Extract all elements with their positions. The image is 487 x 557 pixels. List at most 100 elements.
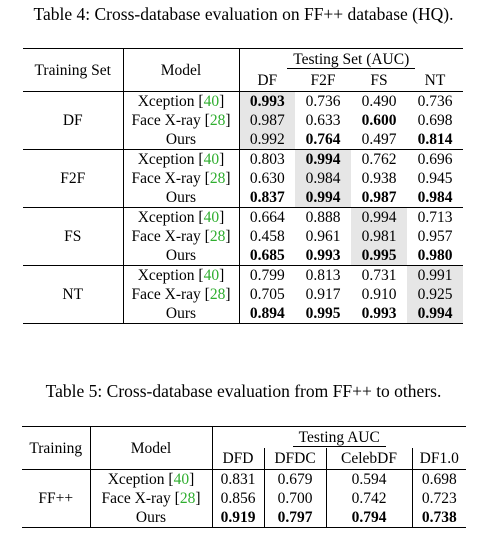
table4-value-cell: 0.762 (351, 149, 407, 169)
model-name: Face X-ray (131, 170, 201, 187)
table-row: Face X-ray [28] 0.705 0.917 0.910 0.925 (23, 285, 463, 304)
table5-value-cell: 0.856 (211, 489, 264, 508)
table4-value-cell: 0.705 (238, 285, 295, 304)
table-row: F2F Xception [40] 0.803 0.994 0.762 0.696 (23, 149, 463, 208)
table4-value-cell: 0.698 (417, 112, 453, 129)
citation-link[interactable]: 28 (209, 286, 226, 303)
citation-link[interactable]: 40 (203, 209, 220, 226)
table-row: Face X-ray [28] 0.458 0.961 0.981 0.957 (23, 227, 463, 246)
table5-column-header: DFD (211, 448, 264, 470)
table-row: NT Xception [40] 0.799 0.813 0.731 0.991 (23, 265, 463, 324)
model-name: Face X-ray (131, 112, 201, 129)
model-name: Face X-ray (101, 490, 171, 507)
table4-value-cell: 0.925 (407, 285, 463, 304)
table5-header-testing-group: Testing AUC (211, 426, 466, 448)
table4-value-cell: 0.837 (238, 188, 295, 208)
table4-value-cell: 0.630 (238, 169, 295, 188)
table4-model-cell: Ours (122, 188, 239, 208)
citation-link[interactable]: 40 (203, 267, 220, 284)
table4-value-cell: 0.992 (238, 130, 295, 150)
table5-value-cell: 0.698 (411, 469, 466, 489)
citation-link[interactable]: 28 (209, 170, 226, 187)
table4-column-header: F2F (310, 72, 336, 89)
table4-value-cell: 0.910 (361, 286, 397, 303)
table4-column-header: DF (238, 70, 295, 92)
table4-value-cell: 0.961 (305, 228, 341, 245)
citation-link[interactable]: 40 (203, 151, 220, 168)
table4-value-cell: 0.497 (361, 131, 397, 148)
table4-value-cell: 0.696 (407, 149, 463, 169)
table4-value-cell: 0.736 (295, 91, 351, 111)
table5-header-training: Training (22, 426, 90, 470)
table4-value-cell: 0.888 (295, 207, 351, 227)
citation-link[interactable]: 40 (173, 471, 190, 488)
table4-value-cell: 0.731 (351, 265, 407, 285)
citation-link[interactable]: 28 (179, 490, 196, 507)
table4-value-cell: 0.458 (238, 227, 295, 246)
table5-value-cell: 0.919 (211, 508, 264, 528)
table5-value-cell: 0.700 (263, 489, 326, 508)
table4: Training Set Model Testing Set (AUC) DF F2F F… (23, 48, 463, 324)
table4-header-model: Model (122, 48, 239, 92)
table5-value-cell: 0.679 (263, 469, 326, 489)
table-row: Ours 0.894 0.995 0.993 0.994 (23, 304, 463, 324)
table5-header-row: Training Model Testing AUC (22, 426, 466, 470)
model-name: Ours (165, 247, 197, 264)
table4-value-cell: 0.600 (361, 112, 397, 129)
table4-value-cell: 0.490 (351, 91, 407, 111)
table4-value-cell: 0.980 (417, 247, 453, 264)
table4-value-cell: 0.957 (417, 228, 453, 245)
table4-value-cell: 0.814 (417, 131, 453, 148)
table4-value-cell: 0.995 (295, 304, 351, 324)
table-row: FS Xception [40] 0.664 0.888 0.994 0.713 (23, 207, 463, 266)
table4-model-cell: Xception [40] (122, 207, 239, 227)
table4-value-cell: 0.713 (407, 207, 463, 227)
model-name: Xception (137, 93, 195, 110)
table-row: Ours 0.919 0.797 0.794 0.738 (22, 508, 466, 528)
table4-training-set-cell: NT (23, 265, 123, 324)
table4-value-cell: 0.764 (305, 131, 341, 148)
table4-model-cell: Xception [40] (122, 91, 239, 111)
table4-model-cell: Ours (122, 304, 239, 324)
table4-value-cell: 0.894 (238, 304, 295, 324)
table4-value-cell: 0.987 (238, 111, 295, 130)
table4-value-cell: 0.987 (361, 189, 397, 206)
citation-link[interactable]: 28 (209, 112, 226, 129)
table-row: Face X-ray [28] 0.630 0.984 0.938 0.945 (23, 169, 463, 188)
table4-header-row: Training Set Model Testing Set (AUC) (23, 48, 463, 92)
table4-value-cell: 0.799 (238, 265, 295, 285)
table4-value-cell: 0.984 (417, 189, 453, 206)
model-name: Xception (107, 471, 165, 488)
table4-model-cell: Xception [40] (122, 265, 239, 285)
table5-value-cell: 0.742 (325, 489, 412, 508)
table4-value-cell: 0.995 (351, 246, 407, 266)
table4-model-cell: Xception [40] (122, 149, 239, 169)
table5-value-cell: 0.594 (325, 469, 412, 489)
table4-model-cell: Face X-ray [28] (122, 285, 239, 304)
citation-link[interactable]: 28 (209, 228, 226, 245)
table5-value-cell: 0.794 (325, 508, 412, 528)
table4-value-cell: 0.991 (407, 265, 463, 285)
table-row: Face X-ray [28] 0.856 0.700 0.742 0.723 (22, 489, 466, 508)
table4-value-cell: 0.633 (305, 112, 341, 129)
table5-model-cell: Ours (89, 508, 212, 528)
table-row: FF++ Xception [40] 0.831 0.679 0.594 0.698 (22, 469, 466, 528)
table4-caption: Table 4: Cross-database evaluation on FF… (33, 4, 454, 24)
table5-column-header-row: DFD DFDC CelebDF DF1.0 (22, 448, 466, 470)
table5-header-model: Model (89, 426, 212, 470)
table4-value-cell: 0.945 (417, 170, 453, 187)
table4-training-set-cell: F2F (23, 149, 123, 208)
table4-column-header: FS (370, 72, 388, 89)
table4-column-header: NT (424, 72, 446, 89)
table4-training-set-cell: DF (23, 91, 123, 150)
table5-caption: Table 5: Cross-database evaluation from … (45, 381, 442, 401)
table4-value-cell: 0.994 (295, 188, 351, 208)
table4-model-cell: Face X-ray [28] (122, 169, 239, 188)
table5-model-cell: Xception [40] (89, 469, 212, 489)
table5-value-cell: 0.831 (211, 469, 264, 489)
citation-link[interactable]: 40 (203, 93, 220, 110)
model-name: Face X-ray (131, 286, 201, 303)
table4-training-set-cell: FS (23, 207, 123, 266)
model-name: Ours (165, 189, 197, 206)
table5-training-cell: FF++ (22, 469, 90, 528)
